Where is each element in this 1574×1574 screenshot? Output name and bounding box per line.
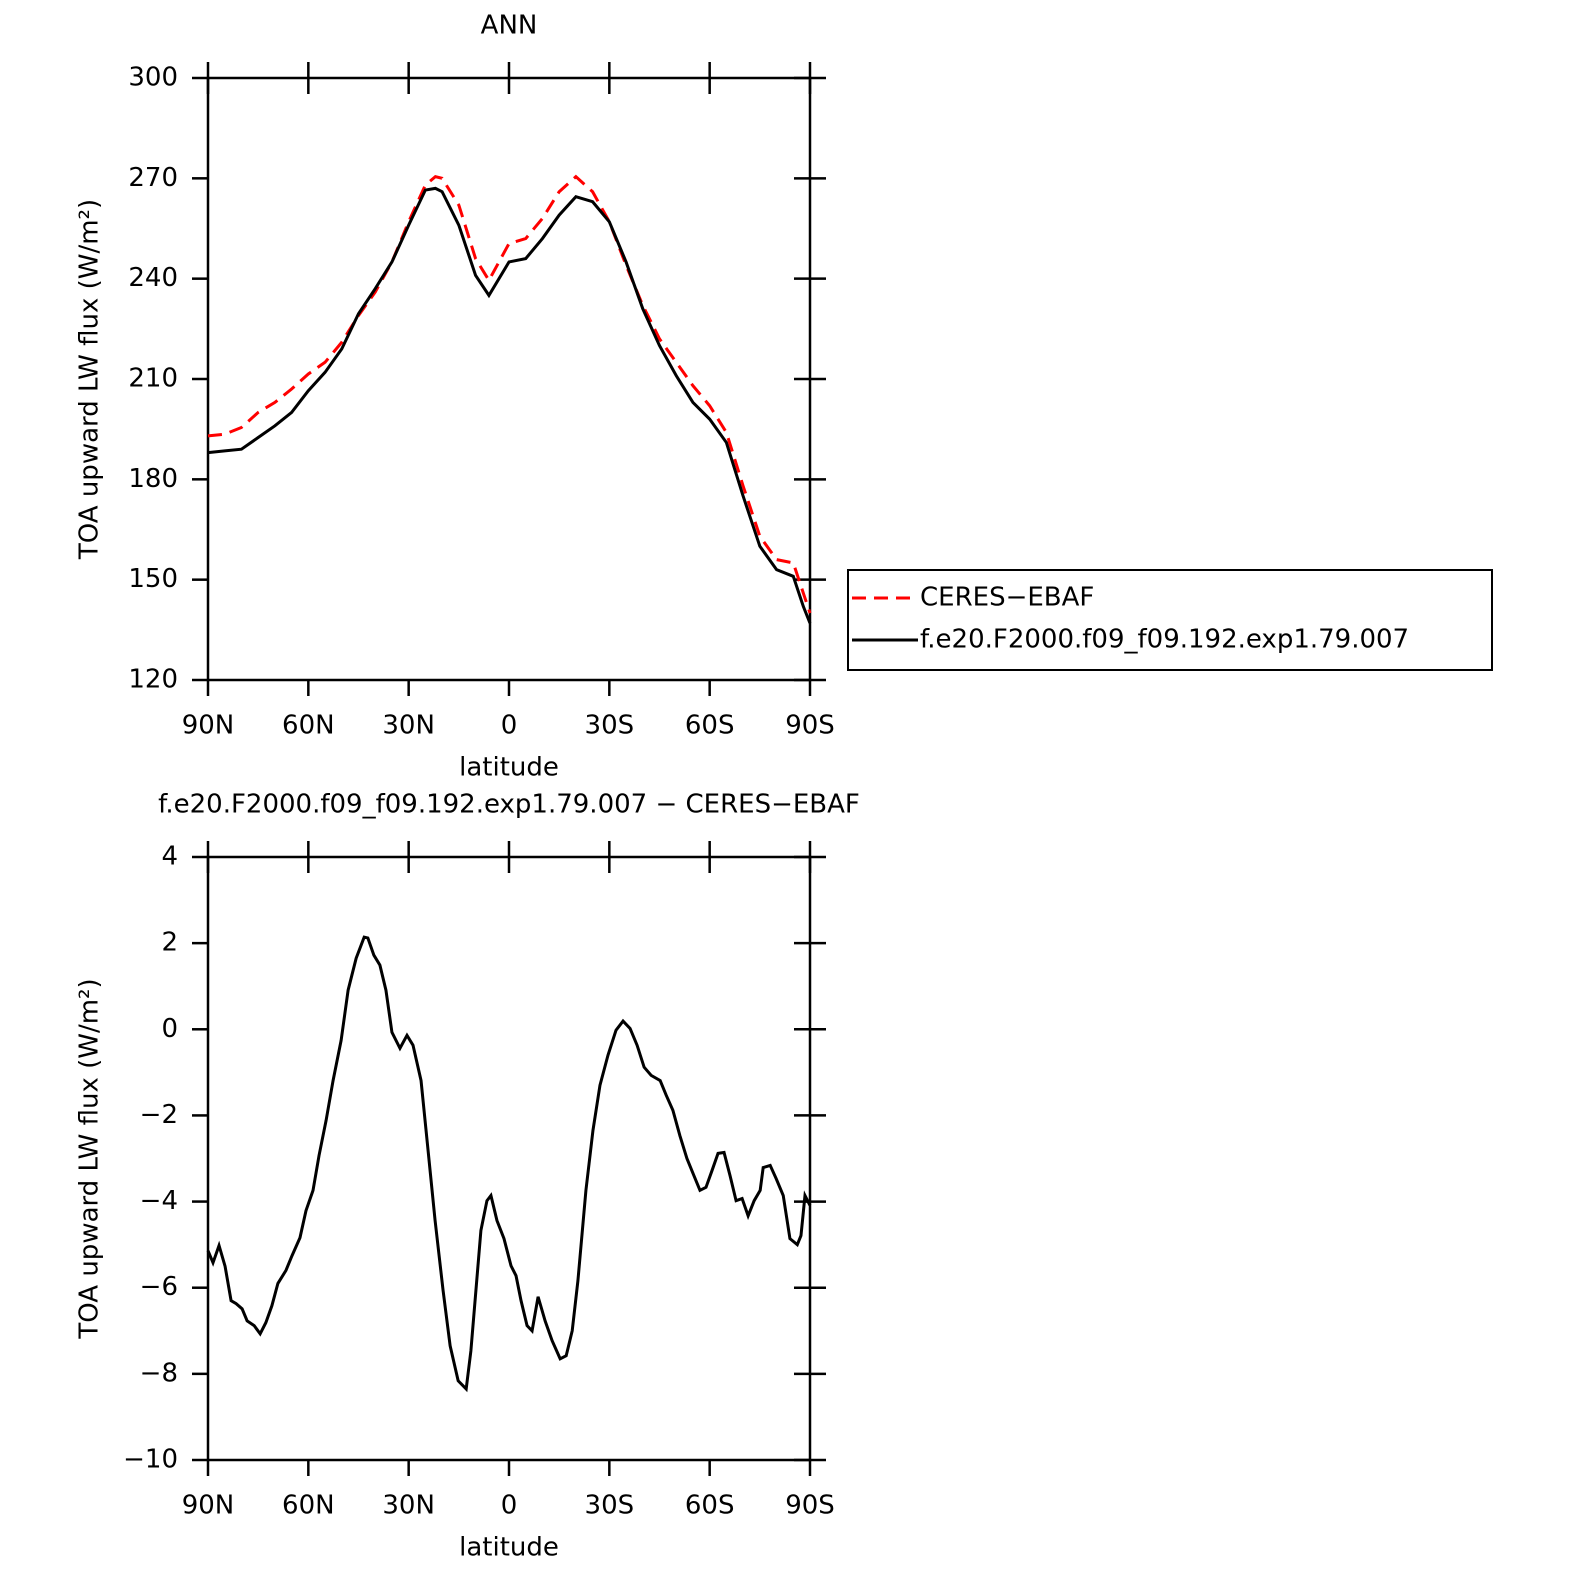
y-tick-label: −4 <box>140 1186 178 1216</box>
x-tick-label: 30S <box>585 1491 635 1521</box>
y-tick-label: −10 <box>123 1445 178 1475</box>
x-axis-label: latitude <box>459 1533 559 1563</box>
y-tick-label: 300 <box>128 63 178 93</box>
legend-box <box>847 569 1493 671</box>
y-tick-label: 270 <box>128 163 178 193</box>
y-tick-label: 210 <box>128 364 178 394</box>
x-tick-label: 0 <box>501 711 518 741</box>
x-tick-label: 60N <box>282 1491 335 1521</box>
x-tick-label: 0 <box>501 1491 518 1521</box>
x-tick-label: 30N <box>382 1491 435 1521</box>
y-tick-label: 150 <box>128 564 178 594</box>
x-tick-label: 60S <box>685 711 735 741</box>
x-tick-label: 90N <box>182 711 235 741</box>
y-tick-label: −8 <box>140 1358 178 1388</box>
y-tick-label: 240 <box>128 263 178 293</box>
y-axis-label: TOA upward LW flux (W/m²) <box>75 978 105 1339</box>
x-tick-label: 60S <box>685 1491 735 1521</box>
y-tick-label: 120 <box>128 665 178 695</box>
x-axis-label: latitude <box>459 753 559 783</box>
x-tick-label: 90S <box>785 711 835 741</box>
x-tick-label: 30S <box>585 711 635 741</box>
y-tick-label: 180 <box>128 464 178 494</box>
chart-title: f.e20.F2000.f09_f09.192.exp1.79.007 − CE… <box>158 790 860 820</box>
x-tick-label: 90S <box>785 1491 835 1521</box>
series-line <box>207 186 812 624</box>
series-line <box>206 935 812 1393</box>
y-tick-label: 0 <box>161 1014 178 1044</box>
legend-label: f.e20.F2000.f09_f09.192.exp1.79.007 <box>920 625 1409 655</box>
x-tick-label: 30N <box>382 711 435 741</box>
y-tick-label: −6 <box>140 1272 178 1302</box>
x-tick-label: 60N <box>282 711 335 741</box>
legend-label: CERES−EBAF <box>920 583 1094 613</box>
y-tick-label: 4 <box>161 842 178 872</box>
plot-frame <box>206 855 812 1462</box>
series-line <box>207 174 812 614</box>
x-tick-label: 90N <box>182 1491 235 1521</box>
y-axis-label: TOA upward LW flux (W/m²) <box>75 199 105 560</box>
chart-title: ANN <box>481 11 538 41</box>
y-tick-label: −2 <box>140 1100 178 1130</box>
y-tick-label: 2 <box>161 928 178 958</box>
plot-frame <box>206 76 812 682</box>
